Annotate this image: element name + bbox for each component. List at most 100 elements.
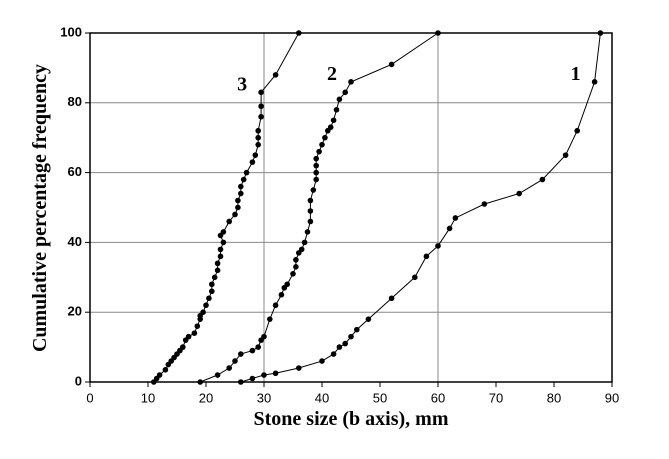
- data-point: [290, 271, 296, 277]
- data-point: [226, 365, 232, 371]
- data-point: [330, 117, 337, 124]
- data-point: [226, 218, 232, 225]
- data-point: [293, 257, 299, 263]
- data-point: [238, 379, 244, 385]
- data-point: [446, 225, 453, 232]
- data-point: [388, 61, 395, 68]
- data-point: [238, 351, 244, 357]
- data-point: [591, 79, 598, 85]
- data-point: [243, 169, 250, 176]
- data-point: [272, 72, 279, 78]
- data-point: [313, 155, 320, 162]
- data-point: [214, 267, 221, 274]
- data-point: [278, 291, 285, 298]
- data-point: [319, 358, 325, 364]
- x-tick-label: 90: [605, 390, 619, 405]
- data-point: [238, 183, 244, 190]
- data-point: [327, 124, 334, 131]
- x-tick-label: 50: [373, 390, 387, 405]
- data-point: [255, 344, 261, 350]
- y-tick-label: 0: [75, 373, 82, 388]
- data-point: [452, 215, 459, 221]
- data-point: [539, 176, 546, 183]
- series-line: [240, 32, 601, 383]
- data-point: [435, 243, 441, 249]
- data-point: [313, 176, 320, 183]
- data-point: [298, 246, 305, 253]
- data-point: [203, 302, 209, 309]
- data-point: [156, 372, 163, 378]
- data-point: [272, 302, 279, 309]
- y-tick-label: 100: [60, 24, 82, 39]
- y-tick-label: 20: [68, 304, 82, 319]
- data-point: [209, 288, 215, 295]
- data-point: [200, 309, 206, 316]
- data-point: [388, 295, 395, 302]
- data-point: [316, 148, 322, 155]
- data-point: [296, 365, 302, 371]
- x-tick-label: 60: [431, 390, 445, 405]
- data-point: [191, 330, 198, 336]
- data-point: [304, 229, 311, 235]
- x-tick-label: 70: [489, 390, 503, 405]
- data-point: [194, 323, 201, 329]
- data-point: [220, 239, 227, 246]
- data-point: [261, 372, 267, 378]
- data-point: [232, 211, 238, 218]
- data-point: [185, 333, 192, 340]
- data-point: [348, 79, 354, 85]
- data-point: [235, 197, 241, 204]
- data-point: [313, 162, 320, 169]
- x-tick-label: 10: [141, 390, 155, 405]
- data-point: [322, 134, 328, 141]
- data-point: [307, 197, 314, 204]
- data-point: [249, 375, 256, 382]
- data-point: [293, 264, 299, 270]
- data-point: [214, 260, 221, 267]
- data-point: [238, 190, 244, 197]
- series-label: 3: [237, 73, 247, 95]
- data-point: [310, 187, 317, 193]
- data-point: [342, 89, 349, 96]
- data-point: [255, 141, 261, 148]
- data-point: [313, 169, 320, 176]
- x-tick-label: 40: [315, 390, 329, 405]
- data-point: [423, 253, 430, 260]
- data-point: [232, 358, 238, 364]
- data-point: [435, 30, 441, 36]
- data-point: [597, 30, 604, 36]
- data-point: [516, 190, 522, 197]
- y-tick-label: 60: [68, 164, 82, 179]
- x-tick-label: 20: [199, 390, 213, 405]
- data-point: [258, 103, 264, 110]
- data-point: [319, 141, 325, 148]
- y-tick-label: 40: [68, 234, 82, 249]
- data-point: [235, 204, 241, 211]
- data-point: [258, 89, 264, 96]
- data-point: [206, 295, 212, 302]
- data-point: [180, 344, 186, 350]
- data-point: [336, 96, 343, 103]
- data-point: [267, 316, 273, 322]
- data-point: [330, 351, 337, 357]
- series-label: 1: [571, 63, 581, 85]
- series-line: [153, 32, 300, 383]
- data-point: [333, 106, 340, 113]
- data-point: [211, 274, 218, 281]
- y-tick-label: 80: [68, 94, 82, 109]
- data-point: [481, 201, 488, 207]
- x-tick-label: 80: [547, 390, 561, 405]
- data-point: [342, 340, 349, 347]
- data-point: [336, 344, 343, 350]
- series-label: 2: [327, 63, 337, 85]
- data-point: [217, 253, 224, 260]
- y-axis-title: Cumulative percentage frequency: [29, 64, 51, 352]
- x-tick-label: 0: [86, 390, 93, 405]
- data-point: [255, 127, 261, 134]
- plot-frame: [89, 32, 613, 383]
- data-point: [412, 274, 418, 281]
- data-point: [348, 333, 354, 340]
- data-point: [240, 176, 247, 183]
- data-point: [307, 208, 314, 214]
